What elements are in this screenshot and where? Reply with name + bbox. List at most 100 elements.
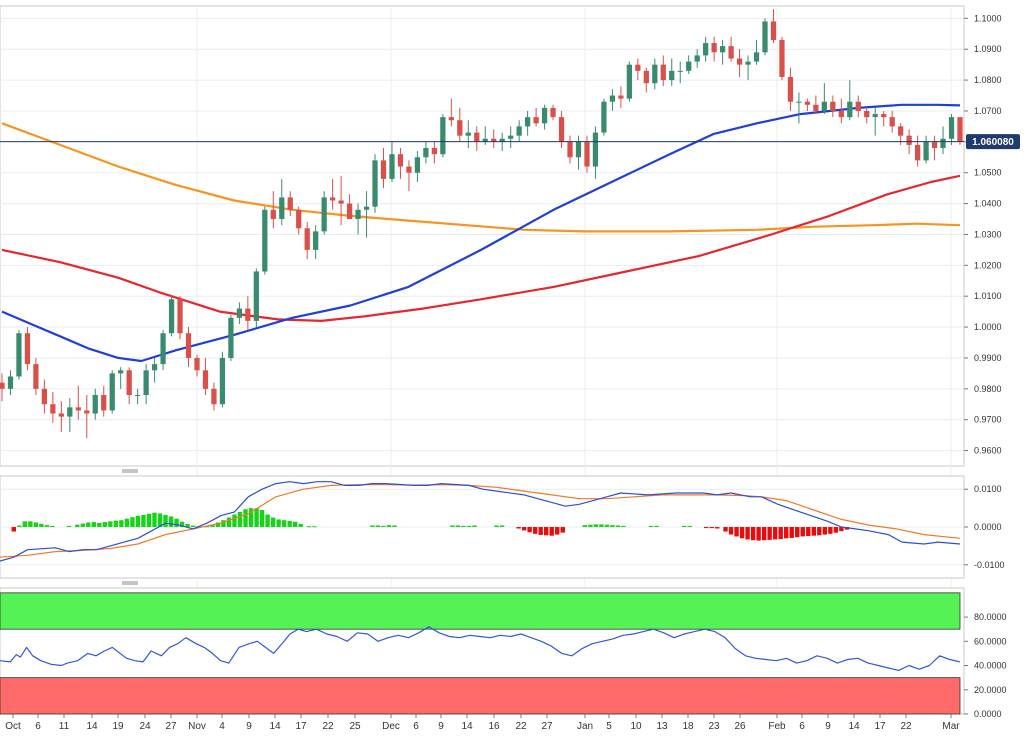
macd-hist-bar-negative	[778, 527, 783, 540]
macd-hist-bar-positive	[281, 520, 287, 527]
candle-bull	[847, 101, 853, 118]
candle-bull	[423, 148, 429, 158]
macd-hist-bar-positive	[102, 522, 108, 527]
candle-bear	[660, 64, 666, 81]
candle-bull	[592, 132, 599, 167]
macd-hist-bar-negative	[538, 527, 543, 535]
candle-bull	[499, 138, 505, 142]
candle-bull	[92, 394, 98, 414]
separator-handle[interactable]	[120, 468, 140, 474]
candle-bear	[906, 135, 912, 145]
macd-hist-bar-positive	[168, 516, 174, 527]
macd-y-tick-label: 0.0000	[974, 522, 1002, 532]
sma-blue-line	[1, 103, 961, 363]
x-tick-label: Jan	[577, 721, 593, 732]
candle-bull	[703, 43, 709, 56]
macd-hist-bar-negative	[795, 527, 800, 538]
macd-hist-bar-negative	[521, 527, 527, 531]
macd-hist-bar-positive	[163, 514, 168, 527]
x-tick-label: 22	[900, 721, 912, 732]
price-y-tick-label: 0.9600	[974, 446, 1002, 456]
candle-bull	[745, 61, 751, 65]
macd-hist-bar-positive	[174, 518, 179, 527]
price-y-tick-label: 1.0100	[974, 291, 1002, 301]
candle-bull	[236, 308, 243, 318]
price-y-tick-label: 1.0000	[974, 322, 1002, 332]
x-tick-label: 27	[165, 721, 177, 732]
candle-bear	[270, 209, 276, 220]
x-tick-label: Feb	[768, 721, 786, 732]
macd-hist-bar-positive	[687, 525, 692, 527]
macd-panel: -0.0100 0.0000 0.0100	[0, 475, 1005, 579]
candle-bear	[855, 101, 861, 111]
candle-bull	[762, 21, 768, 53]
candle-bear	[931, 141, 938, 149]
macd-y-tick-label: -0.0100	[974, 560, 1005, 570]
macd-signal-line	[0, 484, 961, 558]
x-tick-label: 10	[630, 721, 642, 732]
candle-bear	[457, 120, 463, 136]
macd-hist-bar-positive	[248, 508, 254, 527]
macd-hist-bar-negative	[811, 527, 816, 536]
candle-bull	[940, 138, 946, 149]
x-tick-label: 23	[708, 721, 720, 732]
macd-hist-bar-positive	[499, 525, 505, 527]
candle-bear	[287, 197, 293, 210]
macd-hist-bar-positive	[254, 508, 259, 527]
macd-hist-bar-positive	[17, 525, 22, 527]
macd-hist-bar-negative	[549, 527, 554, 536]
macd-hist-bar-positive	[472, 525, 477, 527]
separator-handle-bg[interactable]	[120, 580, 140, 586]
macd-hist-bar-negative	[767, 527, 772, 540]
candle-bear	[804, 101, 811, 105]
rsi-overbought-zone	[0, 592, 961, 630]
macd-histogram	[11, 508, 850, 541]
macd-hist-bar-positive	[28, 521, 33, 527]
candle-bear	[50, 404, 56, 414]
macd-hist-bar-positive	[604, 524, 610, 527]
x-axis: Oct 6 11 14 19 24 27 Nov 4 9 14 17 22 25 Dec 6 9 14 16 22 27…	[5, 714, 960, 732]
macd-hist-bar-positive	[66, 525, 72, 527]
x-tick-label: 16	[488, 721, 500, 732]
macd-hist-bar-positive	[97, 522, 102, 527]
candle-bear	[58, 413, 64, 417]
separator-handle-bg[interactable]	[120, 468, 140, 474]
candle-bear	[957, 117, 963, 142]
macd-hist-bar-positive	[450, 525, 455, 527]
candle-bear	[728, 46, 734, 59]
macd-hist-bar-negative	[532, 527, 538, 534]
candle-bull	[7, 376, 14, 389]
candle-bull	[948, 117, 955, 139]
macd-hist-bar-negative	[709, 527, 714, 529]
rsi-panel: 0.0000 20.0000 40.0000 60.0000 80.0000	[0, 587, 1007, 719]
macd-hist-bar-negative	[715, 527, 720, 529]
rsi-y-tick-label: 80.0000	[974, 612, 1007, 622]
macd-hist-bar-negative	[761, 527, 767, 541]
rsi-oversold-zone	[0, 677, 961, 715]
candle-bear	[711, 43, 717, 53]
rsi-y-tick-label: 60.0000	[974, 636, 1007, 646]
sma-red-line	[1, 174, 961, 322]
price-y-axis: 0.9600 0.9700 0.9800 0.9900 1.0000 1.0100 1.02…	[964, 13, 1002, 456]
rsi-line-group	[0, 626, 961, 672]
x-tick-label: 6	[35, 721, 41, 732]
candle-bear	[584, 141, 590, 167]
price-y-tick-label: 1.0200	[974, 260, 1002, 270]
candle-bear	[558, 117, 565, 142]
price-y-tick-label: 0.9700	[974, 415, 1002, 425]
macd-hist-bar-positive	[455, 525, 461, 527]
macd-hist-bar-positive	[392, 525, 397, 527]
macd-hist-bar-negative	[784, 527, 789, 539]
macd-hist-bar-negative	[739, 527, 745, 539]
macd-hist-bar-negative	[527, 527, 532, 533]
macd-hist-bar-negative	[789, 527, 794, 538]
macd-hist-bar-positive	[265, 514, 270, 527]
separator-handle[interactable]	[120, 580, 140, 586]
x-tick-label: 5	[606, 721, 612, 732]
sma-orange-line-group	[1, 122, 961, 233]
macd-hist-bar-positive	[232, 514, 237, 527]
macd-hist-bar-negative	[734, 527, 739, 537]
macd-hist-bar-positive	[39, 523, 44, 527]
x-tick-label: 19	[112, 721, 124, 732]
price-y-tick-label: 0.9800	[974, 384, 1002, 394]
